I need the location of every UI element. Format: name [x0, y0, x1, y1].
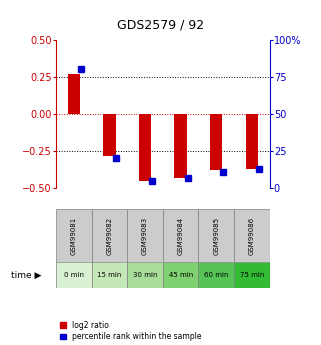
Text: GSM99083: GSM99083 — [142, 216, 148, 255]
Text: 60 min: 60 min — [204, 272, 229, 278]
Bar — [127, 262, 163, 288]
Text: 45 min: 45 min — [169, 272, 193, 278]
Text: GSM99081: GSM99081 — [71, 216, 77, 255]
Bar — [56, 209, 92, 262]
Bar — [210, 114, 222, 170]
Bar — [68, 74, 80, 114]
Text: GDS2579 / 92: GDS2579 / 92 — [117, 18, 204, 31]
Text: 75 min: 75 min — [240, 272, 264, 278]
Text: time ▶: time ▶ — [11, 270, 42, 280]
Bar — [127, 209, 163, 262]
Bar — [92, 262, 127, 288]
Bar — [198, 209, 234, 262]
Bar — [198, 262, 234, 288]
Bar — [103, 114, 116, 156]
Text: GSM99086: GSM99086 — [249, 216, 255, 255]
Text: GSM99084: GSM99084 — [178, 216, 184, 255]
Text: 0 min: 0 min — [64, 272, 84, 278]
Bar — [234, 262, 270, 288]
Bar — [234, 209, 270, 262]
Bar — [139, 114, 151, 181]
Bar — [163, 262, 198, 288]
Legend: log2 ratio, percentile rank within the sample: log2 ratio, percentile rank within the s… — [60, 321, 202, 341]
Bar — [246, 114, 258, 169]
Text: GSM99085: GSM99085 — [213, 216, 219, 255]
Text: 15 min: 15 min — [97, 272, 122, 278]
Text: GSM99082: GSM99082 — [107, 216, 113, 255]
Bar — [92, 209, 127, 262]
Text: 30 min: 30 min — [133, 272, 157, 278]
Bar — [175, 114, 187, 178]
Bar — [163, 209, 198, 262]
Bar — [56, 262, 92, 288]
